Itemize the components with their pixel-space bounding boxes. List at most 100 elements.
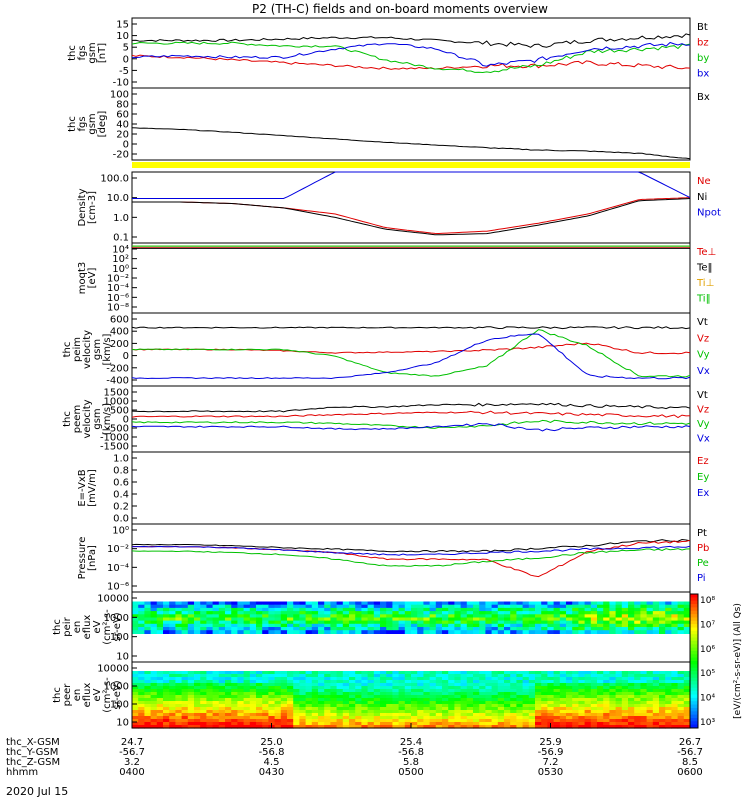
heatmap-cell	[584, 683, 592, 687]
heatmap-cell	[187, 677, 195, 681]
heatmap-cell	[429, 698, 437, 702]
heatmap-cell	[330, 620, 338, 625]
heatmap-cell	[553, 614, 561, 619]
heatmap-cell	[683, 692, 691, 696]
heatmap-cell	[621, 677, 629, 681]
heatmap-cell	[398, 630, 406, 634]
orbit-value: 25.9	[539, 737, 561, 748]
heatmap-cell	[615, 698, 623, 702]
y-tick-label: 80	[116, 100, 129, 111]
heatmap-cell	[417, 716, 424, 720]
heatmap-cell	[355, 623, 362, 628]
heatmap-cell	[603, 719, 610, 723]
heatmap-cell	[603, 674, 610, 678]
heatmap-cell	[504, 601, 511, 606]
heatmap-cell	[262, 671, 269, 675]
heatmap-cell	[411, 604, 418, 609]
heatmap-cell	[311, 719, 319, 723]
heatmap-cell	[386, 716, 393, 720]
colorbar-cell	[690, 630, 698, 635]
heatmap-cell	[411, 719, 418, 723]
heatmap-cell	[373, 710, 381, 714]
heatmap-cell	[225, 627, 232, 631]
heatmap-cell	[522, 614, 530, 619]
heatmap-cell	[442, 719, 449, 723]
heatmap-cell	[640, 686, 648, 690]
heatmap-cell	[187, 695, 195, 699]
heatmap-cell	[411, 671, 418, 675]
heatmap-cell	[559, 695, 567, 699]
heatmap-cell	[522, 607, 530, 612]
heatmap-cell	[522, 707, 530, 711]
heatmap-cell	[473, 689, 480, 693]
heatmap-cell	[299, 722, 307, 726]
heatmap-cell	[640, 617, 648, 622]
heatmap-cell	[603, 713, 610, 717]
heatmap-cell	[615, 722, 623, 726]
heatmap-cell	[225, 671, 232, 675]
series-line-Pi	[131, 545, 691, 556]
heatmap-cell	[262, 611, 269, 615]
heatmap-cell	[609, 607, 617, 612]
y-tick-label: 20	[116, 130, 129, 141]
heatmap-cell	[584, 701, 592, 705]
heatmap-cell	[163, 630, 170, 634]
heatmap-cell	[231, 620, 238, 625]
heatmap-cell	[361, 683, 369, 687]
heatmap-cell	[144, 695, 152, 699]
heatmap-cell	[473, 707, 480, 711]
heatmap-cell	[646, 674, 654, 678]
heatmap-cell	[435, 607, 443, 612]
heatmap-cell	[665, 630, 672, 634]
heatmap-cell	[305, 601, 313, 606]
heatmap-cell	[510, 623, 517, 628]
heatmap-cell	[448, 623, 455, 628]
heatmap-cell	[311, 689, 319, 693]
heatmap-cell	[132, 680, 139, 684]
heatmap-cell	[305, 604, 313, 609]
heatmap-cell	[504, 620, 511, 625]
heatmap-cell	[646, 614, 654, 619]
heatmap-cell	[212, 713, 220, 717]
heatmap-cell	[411, 695, 418, 699]
heatmap-cell	[355, 689, 362, 693]
y-axis-label: gsm	[87, 113, 98, 134]
heatmap-cell	[417, 686, 424, 690]
heatmap-cell	[566, 716, 573, 720]
heatmap-cell	[510, 701, 517, 705]
heatmap-cell	[138, 686, 145, 690]
heatmap-cell	[497, 725, 505, 729]
heatmap-cell	[218, 620, 226, 625]
heatmap-cell	[497, 698, 505, 702]
heatmap-cell	[460, 611, 468, 615]
heatmap-cell	[398, 680, 406, 684]
heatmap-cell	[454, 674, 462, 678]
heatmap-cell	[460, 683, 468, 687]
heatmap-cell	[355, 725, 362, 729]
heatmap-cell	[218, 698, 226, 702]
heatmap-cell	[516, 671, 524, 675]
heatmap-cell	[435, 623, 443, 628]
y-tick-label: 10⁻⁸	[107, 303, 129, 314]
heatmap-cell	[163, 698, 170, 702]
heatmap-cell	[677, 710, 685, 714]
heatmap-cell	[305, 698, 313, 702]
heatmap-cell	[138, 698, 145, 702]
heatmap-cell	[324, 604, 331, 609]
heatmap-cell	[597, 601, 604, 606]
heatmap-cell	[138, 674, 145, 678]
heatmap-cell	[603, 689, 610, 693]
heatmap-cell	[448, 604, 455, 609]
heatmap-cell	[411, 607, 418, 612]
heatmap-cell	[373, 617, 381, 622]
heatmap-cell	[163, 719, 170, 723]
orbit-row-label: thc_Z-GSM	[6, 757, 60, 768]
heatmap-cell	[460, 686, 468, 690]
heatmap-cell	[423, 686, 431, 690]
heatmap-cell	[206, 627, 214, 631]
heatmap-cell	[485, 725, 493, 729]
heatmap-cell	[181, 689, 189, 693]
orbit-value: 25.0	[260, 737, 282, 748]
heatmap-cell	[225, 725, 232, 729]
heatmap-cell	[349, 725, 356, 729]
